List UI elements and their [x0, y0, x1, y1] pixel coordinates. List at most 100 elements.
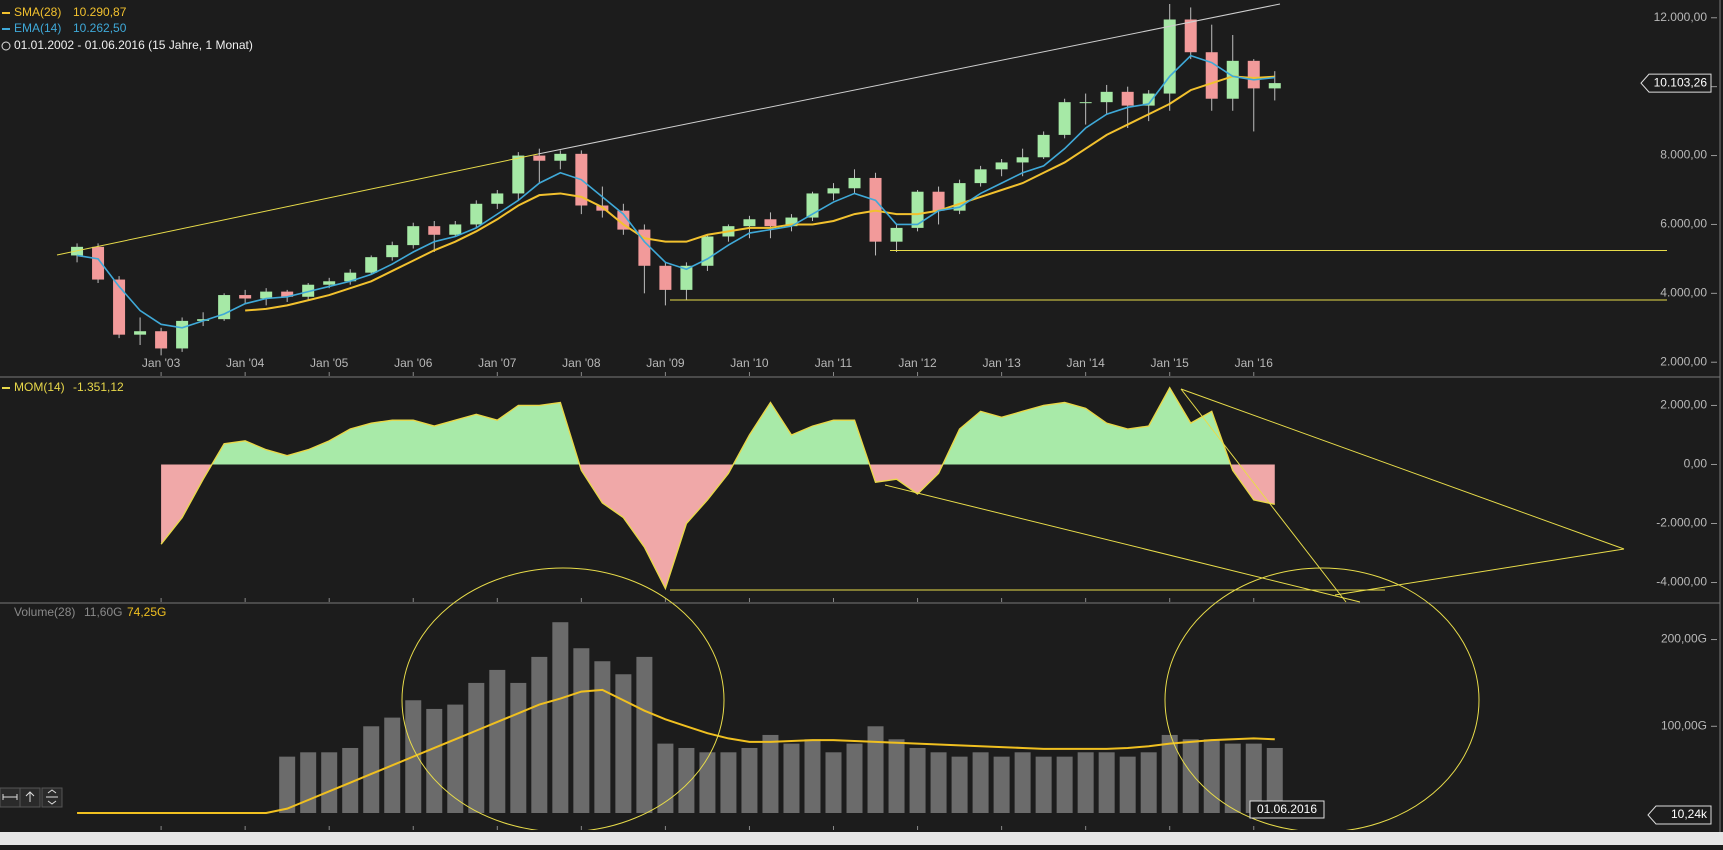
tag-box [1249, 800, 1325, 819]
volume-bar [342, 747, 359, 814]
volume-bar [867, 726, 884, 814]
icon [46, 789, 58, 805]
x-tick-label: Jan '03 [142, 356, 181, 370]
candle-body [617, 210, 630, 230]
y-tick-label: 12.000,00 [1654, 10, 1708, 24]
legend-value: 74,25G [127, 605, 166, 619]
candle-body [743, 219, 756, 227]
volume-bar [1119, 756, 1136, 814]
x-tick-label: Jan '12 [898, 356, 937, 370]
volume-bar [657, 743, 674, 814]
last-price-tag [1640, 73, 1712, 93]
volume-bar [510, 682, 527, 814]
volume-bar [447, 704, 464, 814]
volume-bar [741, 747, 758, 814]
candle-body [1184, 19, 1197, 53]
volume-bar [825, 752, 842, 814]
volume-bar [363, 726, 380, 814]
candle-body [974, 169, 987, 184]
trendline [1180, 388, 1347, 603]
volume-bar [951, 756, 968, 814]
legend-value: -1.351,12 [73, 380, 124, 394]
status-bar [0, 832, 1723, 845]
legend: SMA(28) 10.290,87 EMA(14) 10.262,50 01.0… [1, 5, 253, 619]
candle-body [176, 320, 189, 349]
cursor-date: 01.06.2016 [1257, 802, 1317, 816]
candle-body [1079, 102, 1092, 104]
volume-bar [1266, 747, 1283, 814]
candle-body [512, 155, 525, 194]
volume-bar [468, 682, 485, 814]
volume-bar [1014, 752, 1031, 814]
date-range: 01.01.2002 - 01.06.2016 (15 Jahre, 1 Mon… [14, 38, 253, 52]
candle-body [197, 319, 210, 321]
candle-body [113, 279, 126, 335]
candle-body [1142, 93, 1155, 106]
x-tick-label: Jan '05 [310, 356, 349, 370]
x-tick-label: Jan '15 [1151, 356, 1190, 370]
trend-drawings [56, 3, 1667, 830]
x-tick-label: Jan '08 [562, 356, 601, 370]
y-tick-label: -2.000,00 [1656, 516, 1707, 530]
volume-bar [573, 648, 590, 814]
volume-bar [1035, 756, 1052, 814]
x-tick-label: Jan '14 [1066, 356, 1105, 370]
x-tick-label: Jan '09 [646, 356, 685, 370]
trendline [1334, 548, 1625, 596]
volume-bar [930, 752, 947, 814]
volume-bar [279, 756, 296, 814]
x-tick-label: Jan '04 [226, 356, 265, 370]
candle-body [1226, 60, 1239, 99]
candle-body [239, 295, 252, 299]
y-tick-label: 6.000,00 [1660, 217, 1707, 231]
volume-bar [1224, 743, 1241, 814]
volume-bar [972, 752, 989, 814]
candle-body [764, 219, 777, 227]
x-tick-label: Jan '06 [394, 356, 433, 370]
legend-value: 11,60G [84, 605, 122, 619]
volume-bar [678, 747, 695, 814]
y-tick-label: 4.000,00 [1660, 286, 1707, 300]
legend-value: 10.262,50 [73, 21, 127, 35]
volume-bar [489, 669, 506, 814]
volume-bar [1245, 743, 1262, 814]
candle-body [386, 245, 399, 258]
series-line [77, 688, 1275, 815]
candle-body [1247, 60, 1260, 89]
candle-body [1016, 157, 1029, 163]
volume-bar [909, 747, 926, 814]
candle-body [302, 284, 315, 297]
legend-value: 10.290,87 [73, 5, 127, 19]
trendline [884, 484, 1361, 603]
volume-bar [1077, 752, 1094, 814]
volume-bar [426, 708, 443, 814]
volume-bar [1098, 752, 1115, 814]
x-tick-label: Jan '07 [478, 356, 517, 370]
clock-icon [1, 41, 11, 51]
candle-body [932, 191, 945, 211]
candle-body [449, 224, 462, 235]
candle-body [911, 191, 924, 228]
volume-bar [1203, 739, 1220, 814]
axis-marker: 10,24k [1671, 807, 1708, 821]
legend-name: Volume(28) [14, 605, 75, 619]
x-tick-label: Jan '13 [982, 356, 1021, 370]
series-line [76, 54, 1275, 329]
volume-bar [1161, 734, 1178, 814]
volume-bar [1140, 752, 1157, 814]
candle-body [1268, 83, 1281, 89]
candle-body [1100, 91, 1113, 103]
candle-body [659, 265, 672, 290]
cursor-date-tag: 01.06.2016 [1249, 800, 1325, 819]
highlight-circle [401, 567, 725, 830]
y-tick-label: 2.000,00 [1660, 354, 1707, 368]
candle-body [995, 162, 1008, 170]
candle-body [470, 203, 483, 225]
candle-body [1037, 134, 1050, 158]
volume-bar [1182, 739, 1199, 814]
candle-body [533, 155, 546, 161]
volume-bar [720, 752, 737, 814]
candle-body [260, 291, 273, 299]
